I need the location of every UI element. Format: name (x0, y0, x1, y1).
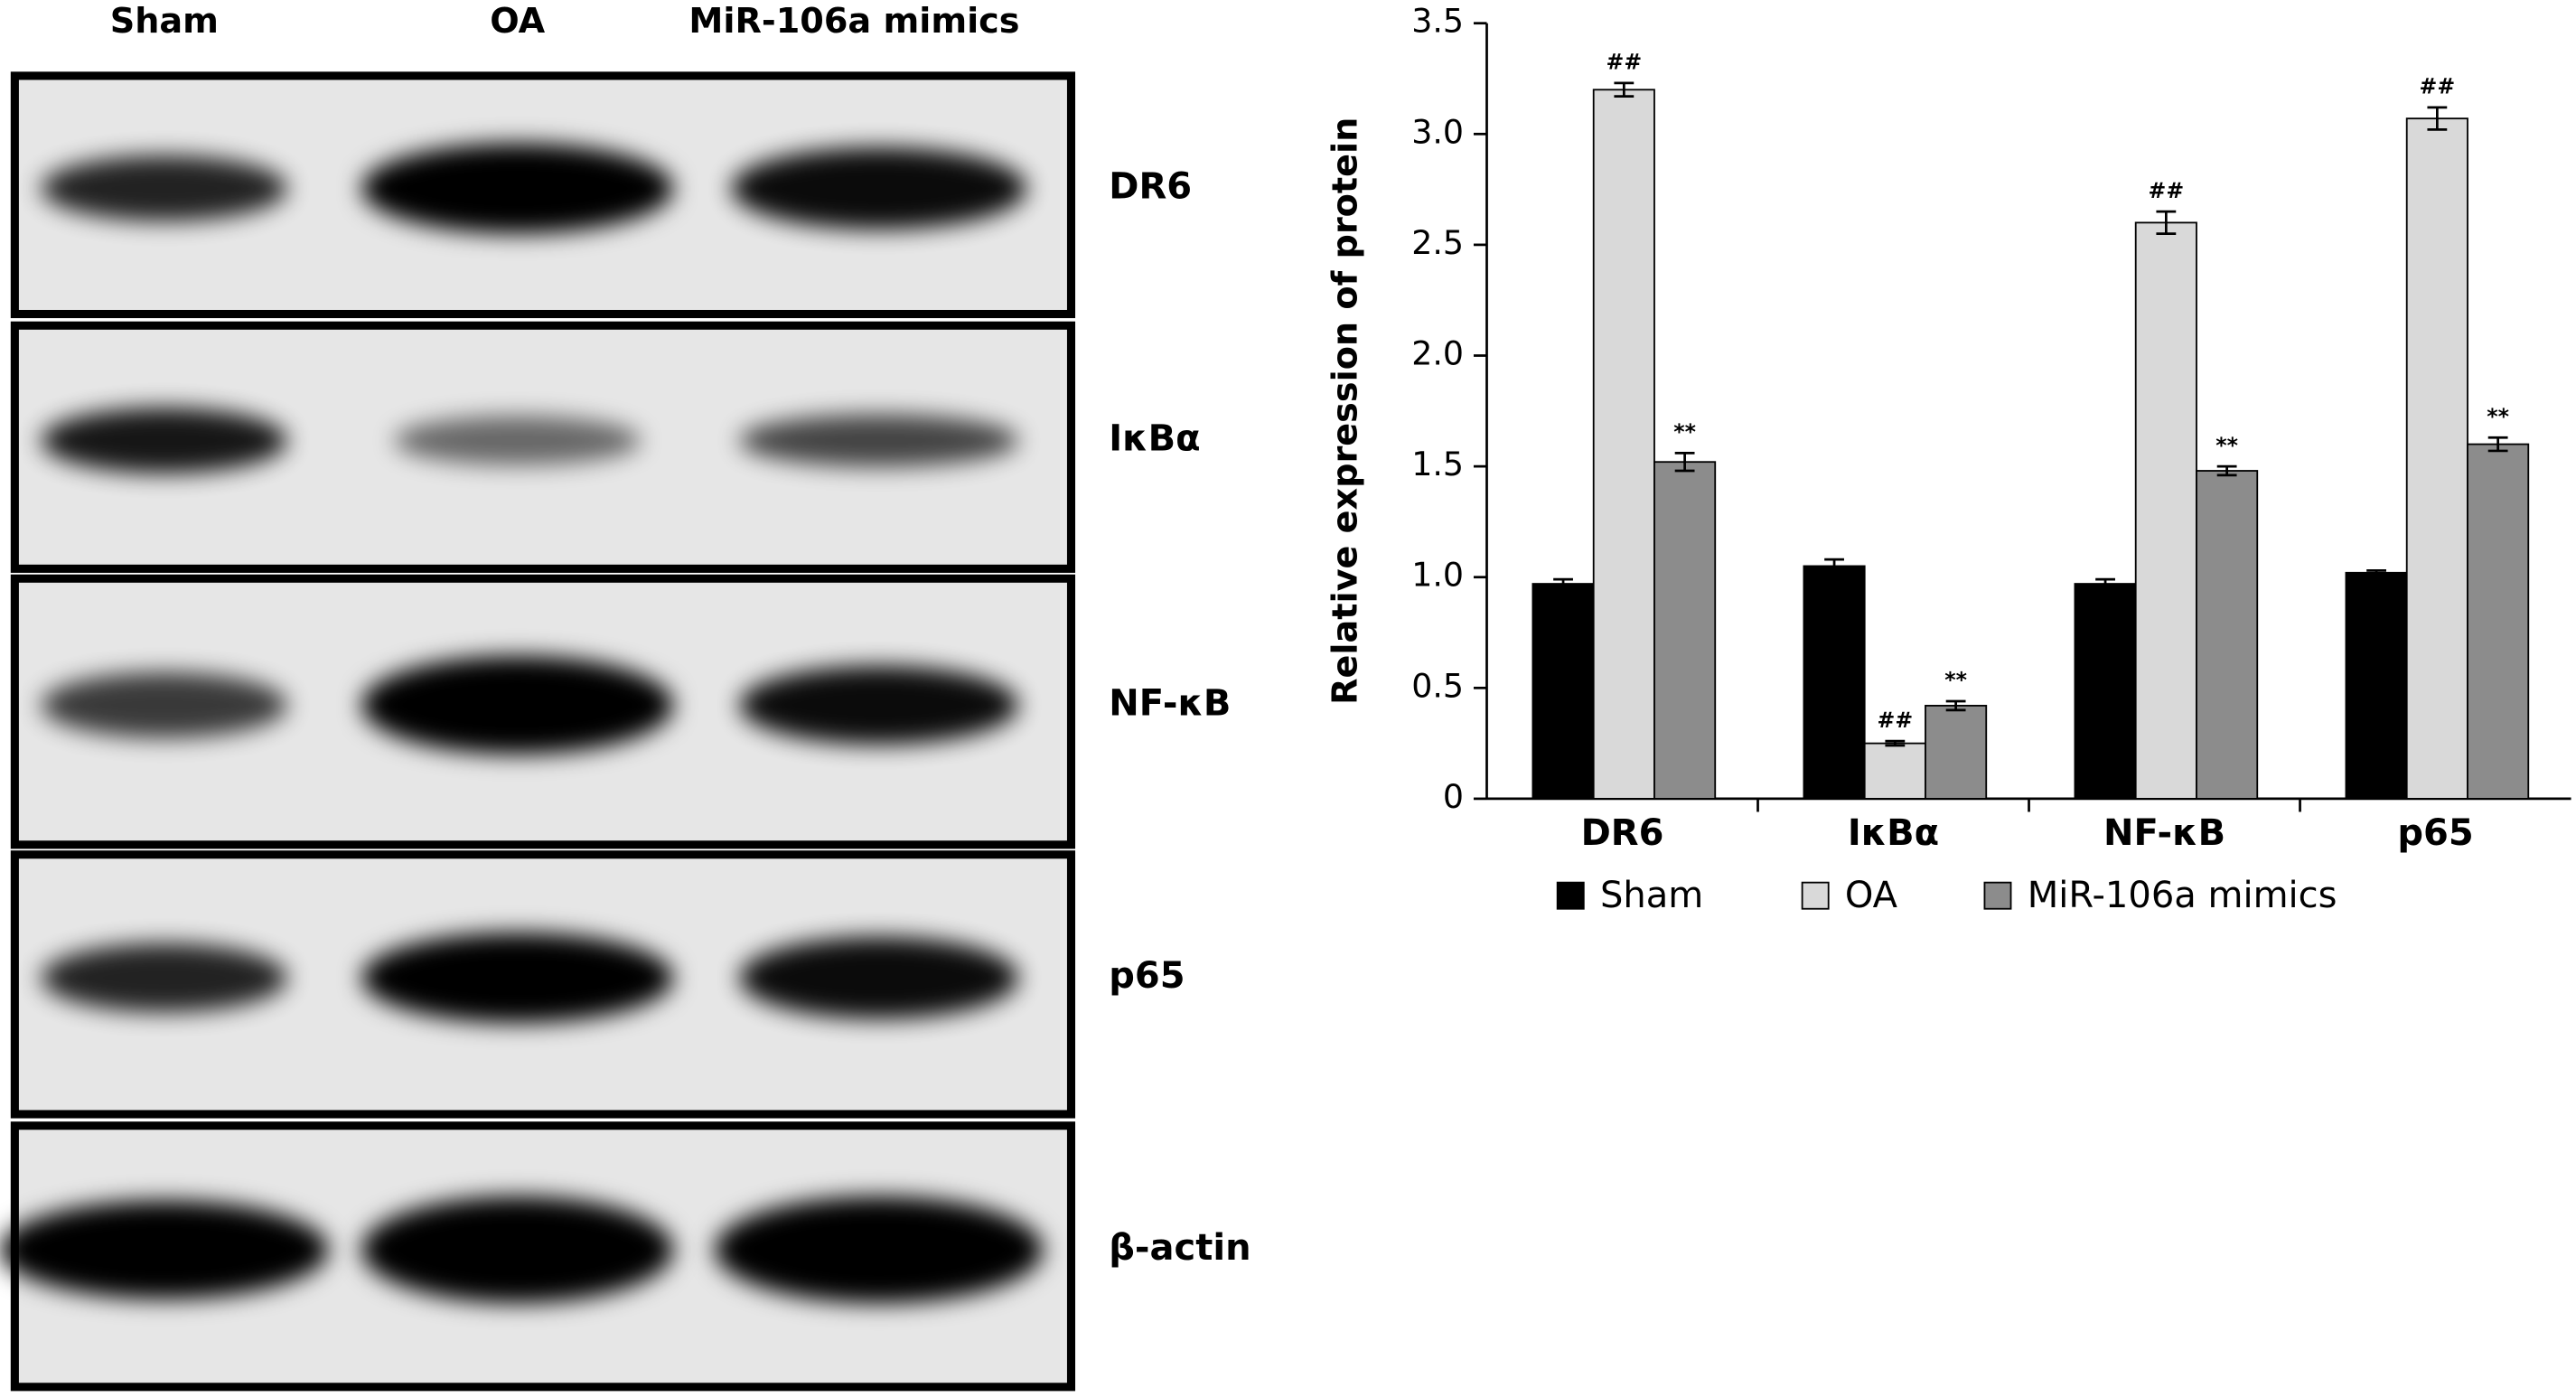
bar (1925, 705, 1988, 800)
significance-label: ** (1944, 668, 1967, 693)
western-blot: Sham OA MiR-106a mimics DR6 IκBα NF-κB p65 β-ac… (0, 2, 1251, 1392)
bar-chart: 0 0.5 1.0 1.5 2.0 2.5 3.0 3.5 Relative expressio… (1325, 2, 2571, 916)
row-label: IκBα (1109, 418, 1200, 460)
row-label: NF-κB (1109, 682, 1231, 724)
error-bar (2216, 464, 2237, 477)
error-bar (1674, 452, 1695, 473)
bar (1803, 565, 1866, 800)
blot-band (361, 933, 674, 1024)
blot-band (41, 671, 288, 738)
significance-label: ** (2487, 404, 2509, 429)
y-tick-label: 3.5 (1411, 2, 1464, 41)
lane-label: OA (490, 2, 545, 42)
bar (1863, 742, 1926, 800)
significance-label: ## (1878, 708, 1914, 733)
lane-label: Sham (110, 2, 219, 42)
blot-band (739, 665, 1019, 745)
blot-band (739, 936, 1019, 1019)
blot-band (41, 942, 288, 1013)
significance-label: ## (1606, 50, 1643, 75)
bar (2405, 117, 2468, 800)
blot-band (0, 1200, 329, 1299)
error-bar (2156, 210, 2177, 236)
row-label: p65 (1109, 955, 1185, 997)
x-tick-label: p65 (2397, 812, 2473, 854)
row-label: β-actin (1109, 1227, 1251, 1269)
error-bar (2366, 568, 2386, 577)
bar (2074, 583, 2137, 800)
legend-swatch (1983, 881, 2012, 910)
row-label: DR6 (1109, 165, 1192, 207)
error-bar (2427, 106, 2448, 131)
significance-label: ## (2420, 74, 2456, 99)
significance-label: ** (2215, 433, 2238, 458)
error-bar (2487, 436, 2508, 453)
y-tick-label: 1.5 (1411, 445, 1464, 483)
y-tick-label: 1.0 (1411, 556, 1464, 595)
y-tick-label: 2.5 (1411, 223, 1464, 262)
blot-band (739, 414, 1019, 467)
blot-band (361, 143, 674, 234)
y-tick-label: 0 (1443, 777, 1464, 816)
blot-band (394, 416, 642, 465)
y-tick-label: 3.0 (1411, 112, 1464, 151)
bar (2467, 443, 2530, 800)
legend-label: OA (1845, 875, 1898, 916)
error-bar (1553, 577, 1573, 590)
significance-label: ## (2149, 178, 2185, 203)
blot-band (41, 408, 288, 473)
x-tick-label: NF-κB (2103, 812, 2225, 854)
bar (1592, 89, 1655, 800)
y-tick-label: 2.0 (1411, 334, 1464, 373)
bar (1532, 583, 1595, 800)
bar (2134, 221, 2197, 800)
bar (2345, 571, 2408, 800)
legend-swatch (1801, 881, 1830, 910)
blot-band (41, 155, 288, 221)
significance-label: ** (1673, 419, 1696, 445)
blot-band (361, 655, 674, 755)
error-bar (1824, 558, 1844, 575)
blot-band (714, 1195, 1044, 1304)
lane-label: MiR-106a mimics (688, 2, 1019, 42)
error-bar (1885, 739, 1906, 747)
x-tick-label: IκBα (1848, 812, 1939, 854)
y-axis-label: Relative expression of protein (1325, 117, 1365, 705)
y-tick-label: 0.5 (1411, 666, 1464, 705)
legend-label: Sham (1600, 875, 1703, 916)
blot-band (731, 146, 1027, 230)
error-bar (1614, 81, 1635, 98)
bar (2196, 470, 2259, 800)
error-bar (2095, 577, 2115, 590)
error-bar (1945, 699, 1966, 712)
legend-label: MiR-106a mimics (2028, 875, 2337, 916)
x-tick-label: DR6 (1581, 812, 1664, 854)
bar (1653, 461, 1717, 800)
blot-band (361, 1195, 674, 1304)
legend-swatch (1556, 881, 1585, 910)
